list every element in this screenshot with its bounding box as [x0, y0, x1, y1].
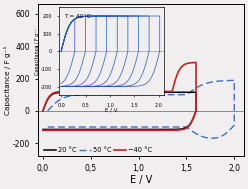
Y-axis label: Capacitance / F g⁻¹: Capacitance / F g⁻¹ — [4, 45, 11, 115]
X-axis label: E / V: E / V — [130, 175, 152, 185]
Legend: 20 °C, 50 °C, −40 °C: 20 °C, 50 °C, −40 °C — [41, 144, 155, 156]
